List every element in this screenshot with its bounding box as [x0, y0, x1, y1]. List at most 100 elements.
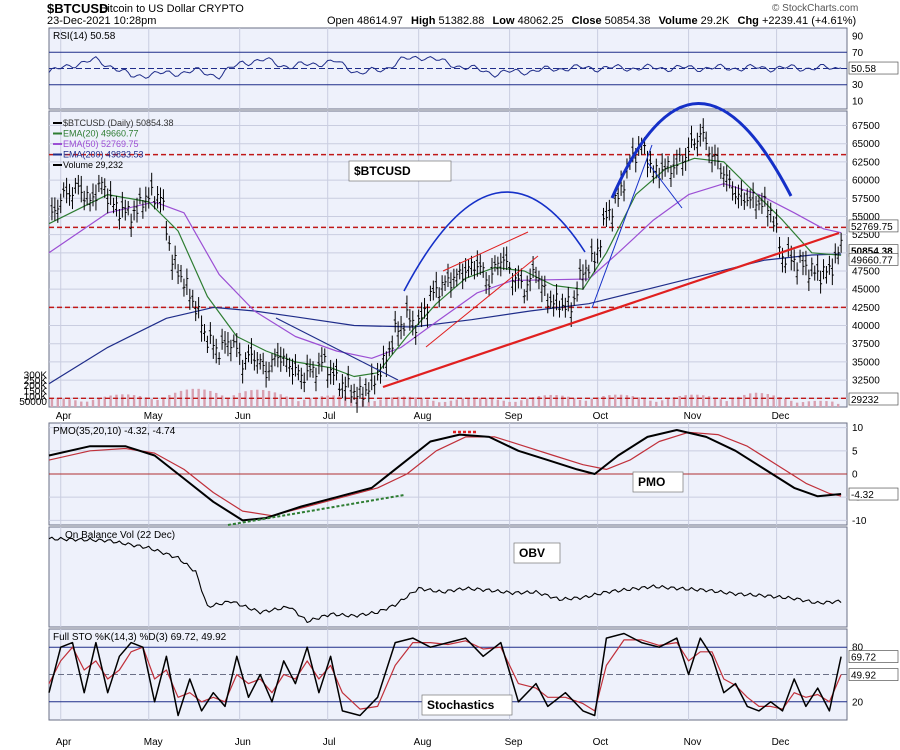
price-bar	[358, 376, 362, 399]
volume-bar	[572, 398, 576, 407]
volume-bar	[678, 395, 681, 407]
price-bar	[205, 335, 209, 353]
volume-tick-150K: 150K	[24, 387, 48, 398]
sto-label-box-box	[421, 694, 513, 716]
price-bar	[238, 342, 242, 365]
price-bar	[607, 199, 611, 221]
price-bar	[370, 363, 374, 391]
price-bar	[505, 246, 509, 271]
volume-bar	[813, 400, 816, 407]
price-bar	[434, 271, 438, 298]
volume-bar	[303, 399, 306, 407]
price-month-Jul: Jul	[323, 411, 336, 422]
symbol-name: Bitcoin to US Dollar CRYPTO	[100, 3, 244, 15]
sto-legend: Full STO %K(14,3) %D(3) 69.72, 49.92	[53, 632, 227, 643]
price-month-Nov: Nov	[684, 411, 702, 422]
price-bar	[813, 265, 817, 281]
price-legend-ema200: EMA(200) 49833.53	[63, 150, 144, 160]
price-bar	[830, 258, 834, 286]
price-bar	[273, 348, 277, 367]
volume-bar	[320, 396, 324, 407]
price-bar	[296, 364, 300, 381]
obv-label-box-box	[513, 542, 561, 564]
price-bar	[244, 352, 248, 370]
volume-bar	[760, 393, 764, 407]
price-panel	[48, 110, 848, 408]
rising-trendline	[382, 231, 840, 389]
price-tick-57500: 57500	[852, 194, 880, 205]
price-bar	[748, 189, 752, 209]
sto-d-last-value-box	[848, 668, 899, 681]
volume-bar	[467, 398, 470, 407]
price-tick-67500: 67500	[852, 121, 880, 132]
rsi-last-value: 50.58	[851, 64, 876, 75]
price-bar	[117, 209, 121, 230]
price-bar	[288, 357, 292, 377]
price-month-May: May	[144, 411, 163, 422]
sto-tick-20: 20	[852, 697, 864, 708]
price-bar	[299, 367, 303, 390]
price-bar	[760, 192, 764, 214]
price-tick-35000: 35000	[852, 357, 880, 368]
volume-bar	[619, 394, 623, 407]
price-bar	[528, 268, 532, 292]
price-bar	[836, 246, 840, 265]
volume-bar	[508, 401, 511, 407]
price-bar	[819, 270, 823, 294]
sto-label-box: Stochastics	[427, 698, 495, 712]
volume-bar	[156, 399, 159, 407]
price-bar	[678, 147, 682, 162]
price-bar	[340, 374, 344, 399]
price-month-Jun: Jun	[235, 411, 251, 422]
price-bar	[182, 278, 186, 297]
bottom-month-Aug: Aug	[414, 737, 432, 748]
volume-bar	[68, 399, 71, 407]
volume-bar	[191, 388, 194, 407]
volume-bar	[590, 398, 593, 407]
price-bar	[484, 271, 488, 294]
price-bar	[109, 181, 113, 206]
volume-bar	[743, 394, 746, 407]
price-bar	[129, 213, 133, 237]
price-bar	[349, 384, 353, 403]
price-tick-40000: 40000	[852, 321, 880, 332]
price-bar	[437, 287, 441, 308]
volume-bar	[666, 398, 670, 407]
credit-text[interactable]: © StockCharts.com	[772, 3, 859, 14]
price-bar	[158, 187, 162, 213]
volume-bar	[713, 397, 717, 407]
price-bar	[584, 259, 588, 282]
price-bar	[701, 118, 705, 142]
price-bar	[596, 238, 600, 264]
price-bar	[698, 123, 702, 147]
price-tick-55000: 55000	[852, 212, 880, 223]
price-tick-60000: 60000	[852, 176, 880, 187]
volume-last-value: 29232	[851, 395, 879, 406]
price-bar	[302, 372, 306, 393]
price-bar	[710, 146, 714, 173]
price-bar	[481, 262, 485, 278]
price-bar	[367, 382, 371, 403]
price-bar	[126, 201, 130, 216]
sto-d-last-value: 49.92	[851, 671, 876, 682]
price-bar	[496, 256, 500, 276]
bottom-month-Sep: Sep	[505, 737, 523, 748]
descending-trendline	[275, 317, 399, 381]
close-label: Close	[571, 15, 602, 27]
price-bar	[211, 335, 215, 359]
volume-bar	[836, 403, 840, 407]
volume-bar	[109, 395, 112, 407]
obv-line	[48, 536, 842, 624]
price-bar	[502, 247, 506, 271]
volume-bar	[649, 400, 652, 407]
price-bar	[194, 301, 198, 322]
volume-bar	[555, 395, 558, 407]
volume-bar	[825, 401, 828, 407]
price-bar	[722, 166, 726, 187]
price-bar	[85, 185, 89, 206]
price-bar	[728, 170, 732, 189]
price-bar	[329, 359, 333, 385]
price-bar	[144, 186, 148, 212]
price-bar	[176, 264, 180, 285]
